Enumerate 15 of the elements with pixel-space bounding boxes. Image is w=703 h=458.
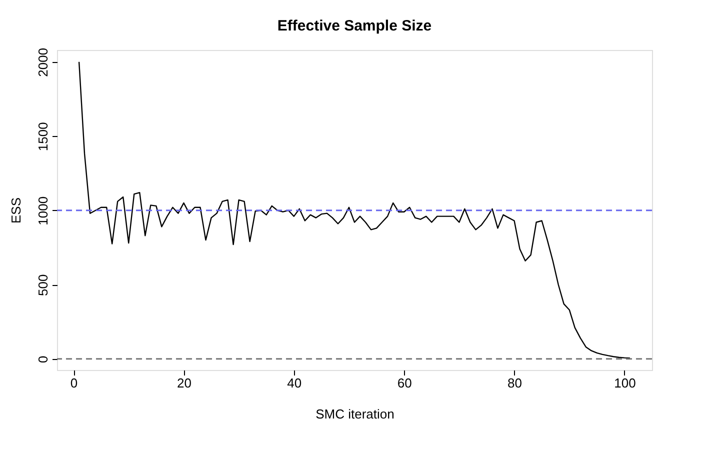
- y-tick-label: 0: [36, 356, 50, 363]
- chart-title: Effective Sample Size: [277, 17, 432, 34]
- y-tick-label: 2000: [36, 48, 50, 77]
- y-axis-title: ESS: [8, 197, 24, 224]
- y-tick-label: 1000: [36, 196, 50, 226]
- y-tick-label: 500: [36, 274, 50, 296]
- x-tick-label: 0: [70, 376, 78, 390]
- line-series: [78, 61, 631, 359]
- x-tick-label: 80: [508, 376, 522, 390]
- x-tick-label: 20: [176, 376, 192, 390]
- x-axis-title: SMC iteration: [316, 406, 394, 422]
- x-tick-label: 40: [287, 376, 302, 390]
- y-tick-label: 1500: [36, 122, 50, 152]
- x-tick-label: 100: [614, 376, 636, 390]
- x-tick-label: 60: [397, 376, 412, 390]
